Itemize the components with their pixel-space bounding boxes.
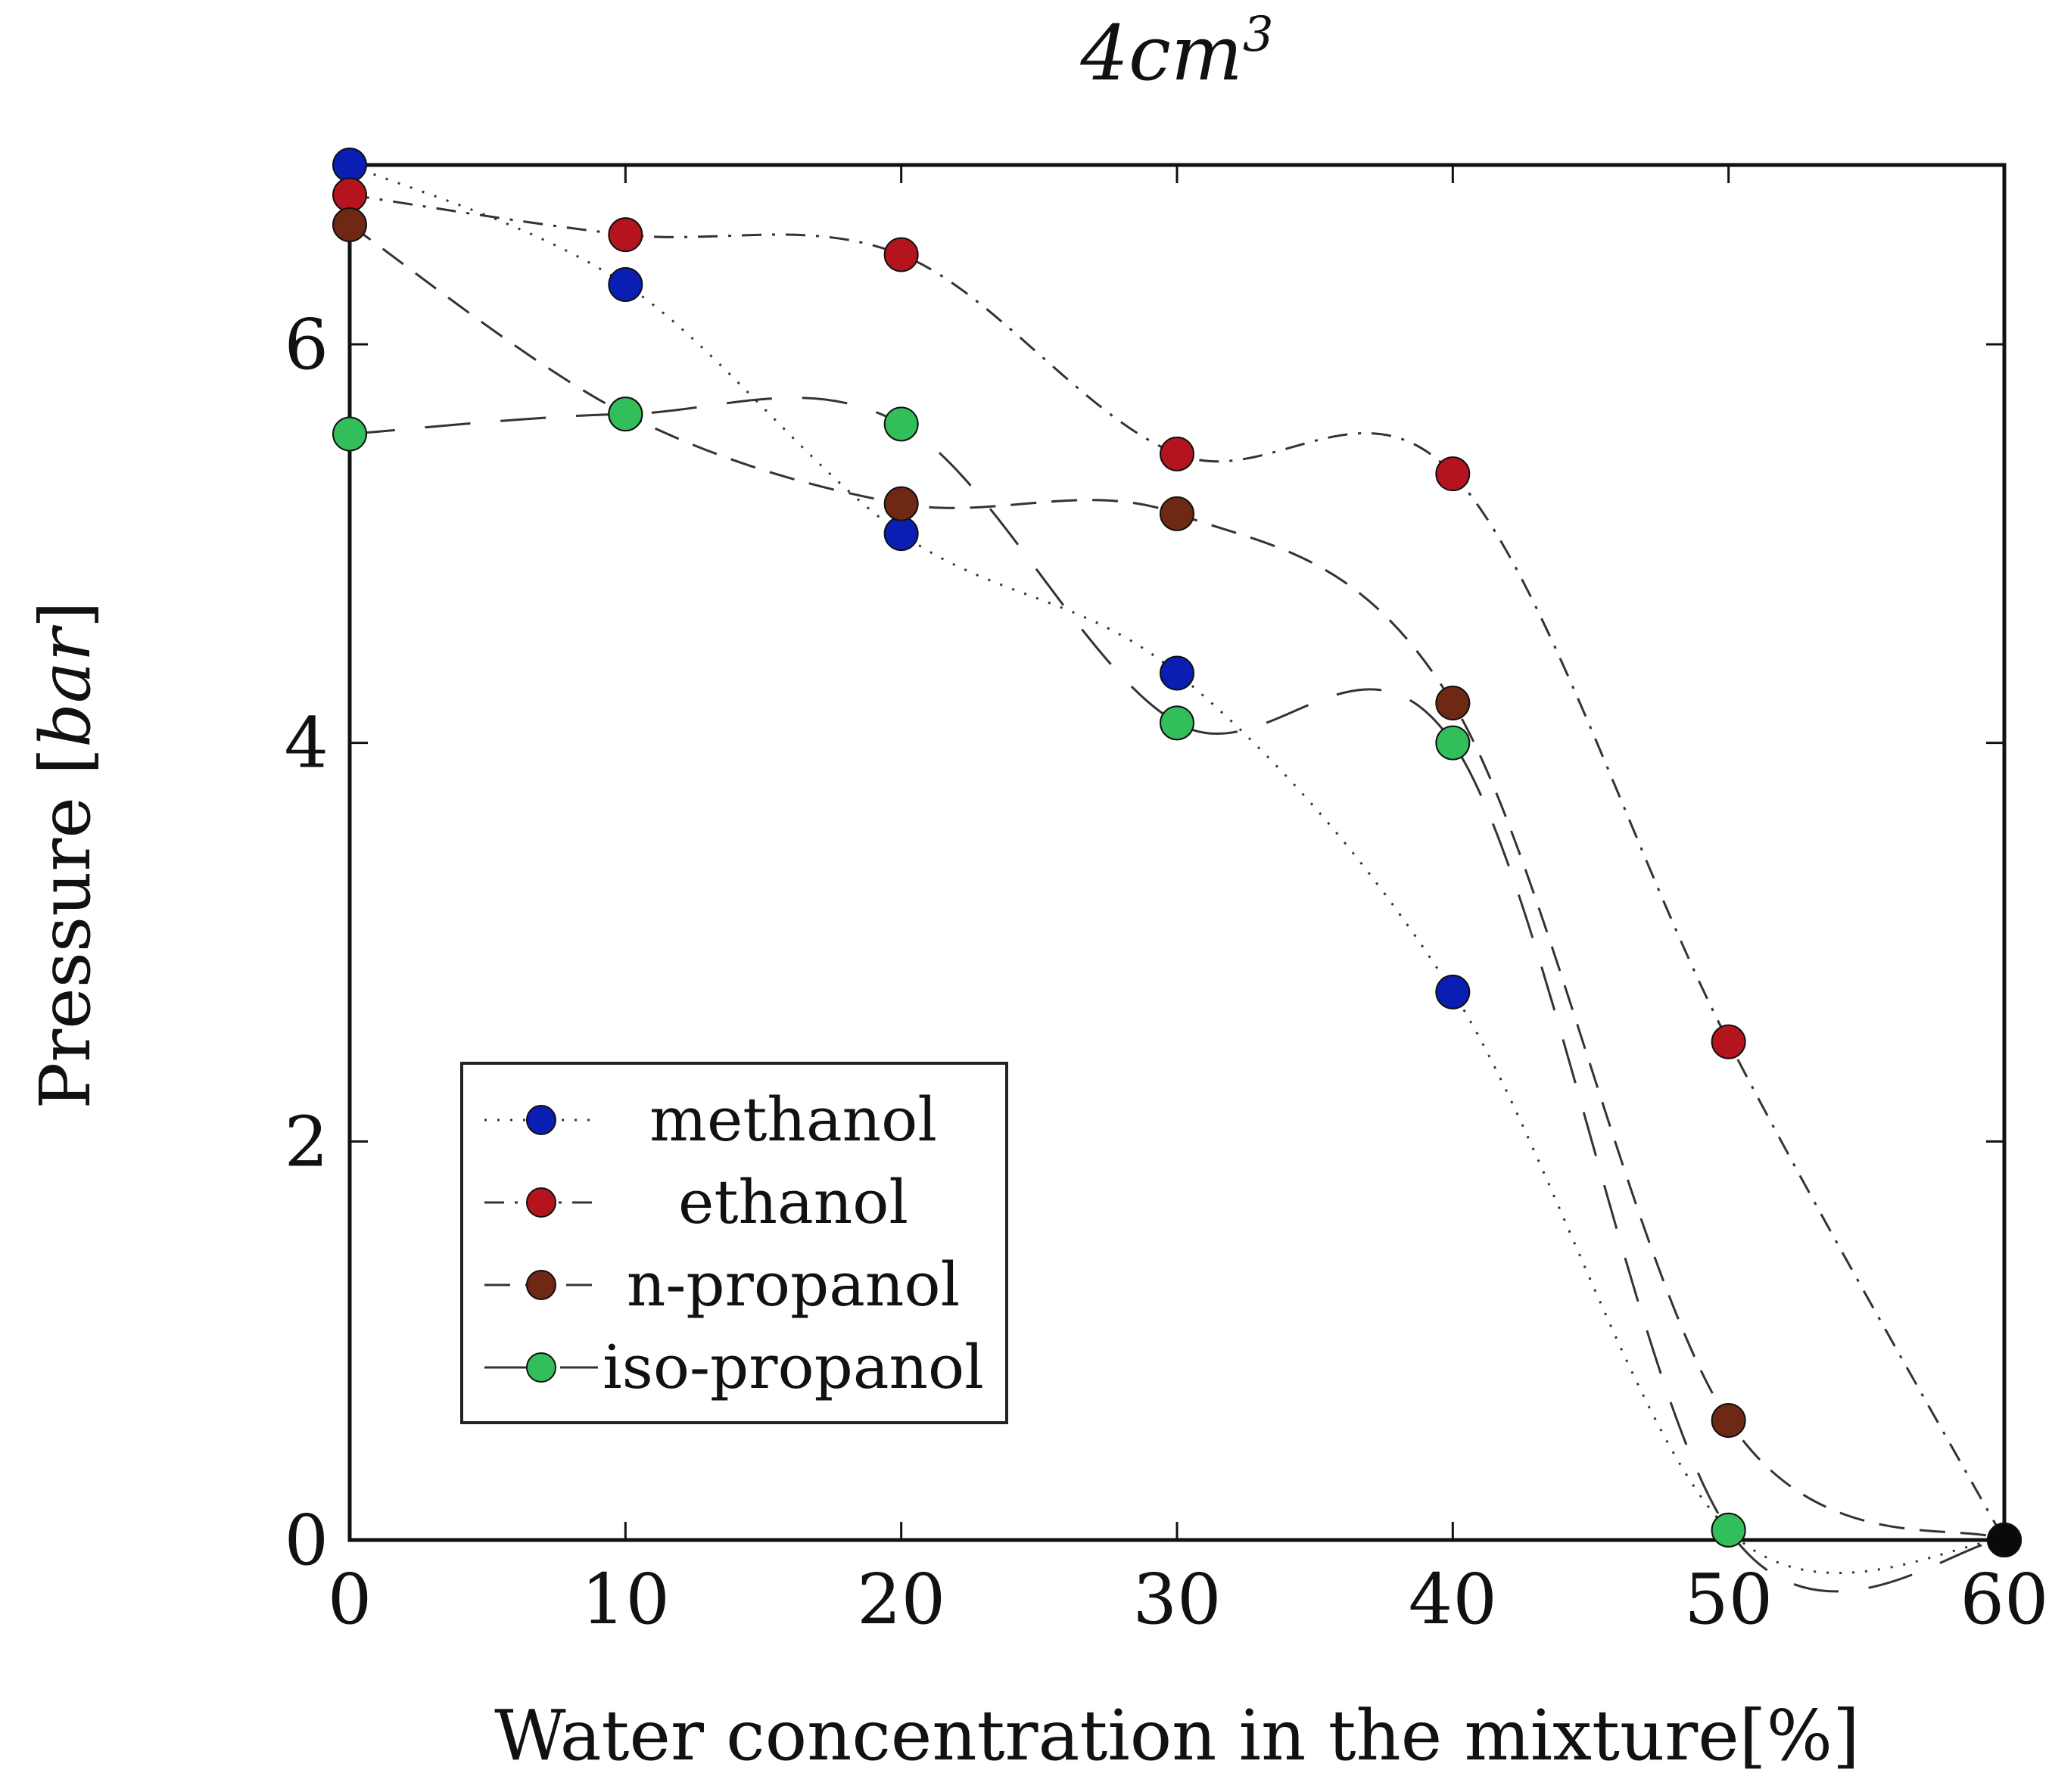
y-tick-label: 6: [284, 304, 329, 385]
x-tick-label: 40: [1409, 1559, 1497, 1640]
chart-title: 4cm3: [1079, 7, 1273, 98]
data-point-methanol: [332, 148, 367, 182]
data-point-ethanol: [1711, 1024, 1746, 1059]
plot-area: 0 10 20 30 40 50 60 0 2 4 6: [284, 163, 2049, 1640]
legend-marker-iso-propanol: [526, 1352, 556, 1383]
series-layer: [332, 148, 2022, 1593]
data-point-iso-propanol: [332, 416, 367, 452]
data-point-methanol: [608, 267, 643, 302]
y-axis-title: Pressure [bar]: [25, 601, 106, 1109]
legend-label-ethanol: ethanol: [678, 1167, 908, 1237]
x-tick-label: 50: [1684, 1559, 1773, 1640]
legend-marker-n-propanol: [526, 1270, 556, 1300]
x-tick-label: 60: [1960, 1559, 2048, 1640]
data-point-methanol: [1160, 655, 1194, 691]
data-point-iso-propanol: [1987, 1523, 2022, 1557]
data-point-iso-propanol: [1160, 705, 1194, 741]
y-tick-label: 0: [284, 1500, 329, 1581]
data-point-iso-propanol: [608, 397, 643, 432]
data-point-iso-propanol: [1435, 725, 1471, 761]
x-tick-label: 30: [1132, 1559, 1221, 1640]
data-point-n-propanol: [1711, 1403, 1746, 1438]
data-point-n-propanol: [332, 207, 367, 242]
legend-marker-ethanol: [526, 1187, 556, 1218]
legend-marker-methanol: [526, 1105, 556, 1135]
data-point-n-propanol: [1435, 686, 1471, 720]
y-tick-label: 2: [284, 1101, 329, 1182]
y-tick-label: 4: [284, 703, 329, 784]
legend-label-iso-propanol: iso-propanol: [603, 1332, 984, 1402]
x-tick-label: 20: [857, 1559, 945, 1640]
data-point-ethanol: [608, 217, 643, 253]
data-point-n-propanol: [883, 486, 919, 521]
legend-label-n-propanol: n-propanol: [627, 1249, 960, 1320]
legend: methanol ethanol n-propanol iso-propanol: [460, 1062, 1008, 1424]
data-point-ethanol: [332, 177, 367, 213]
data-point-iso-propanol: [883, 406, 919, 442]
x-axis-title: Water concentration in the mixture[%]: [494, 1695, 1860, 1776]
x-tick-label: 10: [581, 1559, 670, 1640]
legend-label-methanol: methanol: [649, 1084, 937, 1155]
data-point-ethanol: [1160, 436, 1194, 471]
series-line-ethanol: [349, 194, 2006, 1541]
data-point-ethanol: [1435, 456, 1471, 492]
data-point-ethanol: [883, 237, 919, 272]
data-point-methanol: [1435, 974, 1471, 1010]
data-point-iso-propanol: [1711, 1512, 1746, 1548]
data-point-n-propanol: [1160, 496, 1194, 531]
data-point-methanol: [883, 516, 919, 552]
series-line-iso-propanol: [349, 397, 2005, 1593]
x-tick-label: 0: [328, 1559, 372, 1640]
